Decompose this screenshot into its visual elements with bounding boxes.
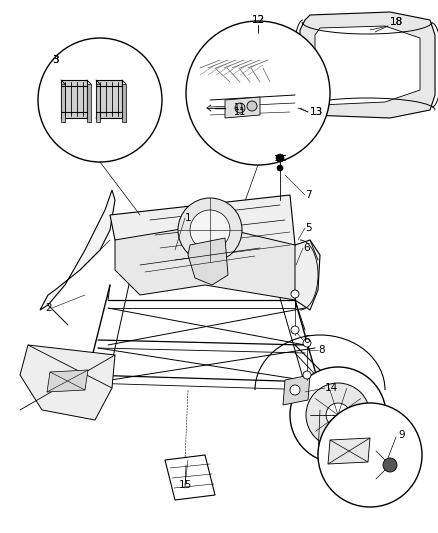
Polygon shape xyxy=(300,12,435,118)
Polygon shape xyxy=(61,84,65,122)
Polygon shape xyxy=(87,84,91,122)
Text: 18: 18 xyxy=(390,17,403,27)
Circle shape xyxy=(291,326,299,334)
Text: 14: 14 xyxy=(325,383,338,393)
Polygon shape xyxy=(188,238,228,285)
Polygon shape xyxy=(285,240,320,310)
Polygon shape xyxy=(225,97,260,118)
Text: 5: 5 xyxy=(305,223,311,233)
Circle shape xyxy=(38,38,162,162)
Polygon shape xyxy=(61,80,87,118)
Text: 6: 6 xyxy=(303,243,310,253)
Circle shape xyxy=(276,154,284,162)
Text: 6: 6 xyxy=(303,335,310,345)
Circle shape xyxy=(303,339,311,347)
Polygon shape xyxy=(165,455,215,500)
Circle shape xyxy=(383,458,397,472)
Text: 18: 18 xyxy=(390,17,403,27)
Circle shape xyxy=(178,198,242,262)
Circle shape xyxy=(235,103,245,113)
Text: 12: 12 xyxy=(251,15,265,25)
Circle shape xyxy=(318,403,422,507)
Polygon shape xyxy=(110,195,295,275)
Text: 13: 13 xyxy=(310,107,323,117)
Circle shape xyxy=(326,403,350,427)
Text: 12: 12 xyxy=(251,15,265,25)
Text: 13: 13 xyxy=(310,107,323,117)
Polygon shape xyxy=(20,345,115,420)
Circle shape xyxy=(290,385,300,395)
Circle shape xyxy=(186,21,330,165)
Text: 11: 11 xyxy=(234,103,246,112)
Circle shape xyxy=(190,210,230,250)
Text: 7: 7 xyxy=(305,190,311,200)
Circle shape xyxy=(290,367,386,463)
Polygon shape xyxy=(315,26,420,105)
Polygon shape xyxy=(96,80,122,118)
Text: 8: 8 xyxy=(318,345,325,355)
Circle shape xyxy=(277,165,283,171)
Circle shape xyxy=(291,290,299,298)
Polygon shape xyxy=(47,370,88,392)
Text: 11: 11 xyxy=(234,107,246,117)
Text: 3: 3 xyxy=(52,55,58,65)
Circle shape xyxy=(306,383,370,447)
Text: 1: 1 xyxy=(185,213,192,223)
Text: 2: 2 xyxy=(46,303,52,313)
Polygon shape xyxy=(283,375,310,405)
Polygon shape xyxy=(122,84,126,122)
Text: 15: 15 xyxy=(178,480,192,490)
Polygon shape xyxy=(40,190,115,310)
Text: 9: 9 xyxy=(398,430,405,440)
Circle shape xyxy=(247,101,257,111)
Polygon shape xyxy=(328,438,370,464)
Circle shape xyxy=(303,371,311,379)
Polygon shape xyxy=(96,84,100,122)
Text: 3: 3 xyxy=(52,55,58,65)
Polygon shape xyxy=(115,225,295,300)
